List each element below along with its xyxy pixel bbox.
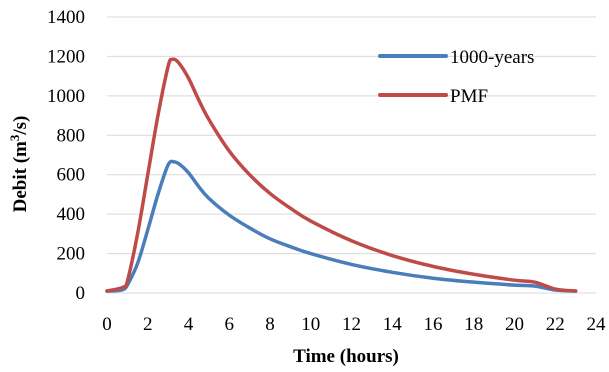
x-axis-title: Time (hours) — [293, 346, 399, 367]
y-tick-label: 600 — [57, 165, 86, 186]
y-tick-label: 0 — [76, 283, 86, 304]
x-tick-label: 24 — [587, 314, 607, 335]
x-tick-label: 16 — [424, 314, 443, 335]
y-axis-title-end: /s) — [10, 116, 31, 136]
y-axis-title-main: Debit (m — [10, 141, 31, 212]
y-tick-label: 800 — [57, 125, 86, 146]
x-tick-label: 10 — [301, 314, 320, 335]
y-tick-label: 1200 — [47, 46, 85, 67]
y-axis-title-superscript: 3 — [7, 134, 22, 141]
x-tick-labels: 0 2 4 6 8 10 12 14 16 18 20 22 24 — [102, 314, 606, 335]
legend: 1000-years PMF — [378, 47, 534, 107]
y-tick-label: 1400 — [47, 7, 85, 28]
series-lines — [105, 57, 578, 293]
x-tick-label: 12 — [342, 314, 361, 335]
legend-label-1000-years: 1000-years — [450, 47, 534, 68]
x-tick-label: 14 — [383, 314, 403, 335]
y-axis-title: Debit (m3/s) — [7, 116, 31, 213]
x-tick-label: 2 — [143, 314, 153, 335]
x-tick-label: 4 — [184, 314, 194, 335]
x-tick-label: 22 — [546, 314, 565, 335]
x-tick-label: 6 — [225, 314, 235, 335]
series-line-pmf — [105, 57, 578, 293]
x-tick-label: 18 — [464, 314, 483, 335]
x-tick-label: 0 — [102, 314, 112, 335]
y-tick-label: 200 — [57, 244, 86, 265]
legend-label-pmf: PMF — [450, 86, 488, 107]
series-line-1000-years — [105, 159, 578, 293]
y-tick-labels: 0 200 400 600 800 1000 1200 1400 — [47, 7, 85, 304]
x-tick-label: 8 — [265, 314, 275, 335]
y-tick-label: 400 — [57, 204, 86, 225]
x-tick-label: 20 — [505, 314, 524, 335]
y-tick-label: 1000 — [47, 86, 85, 107]
